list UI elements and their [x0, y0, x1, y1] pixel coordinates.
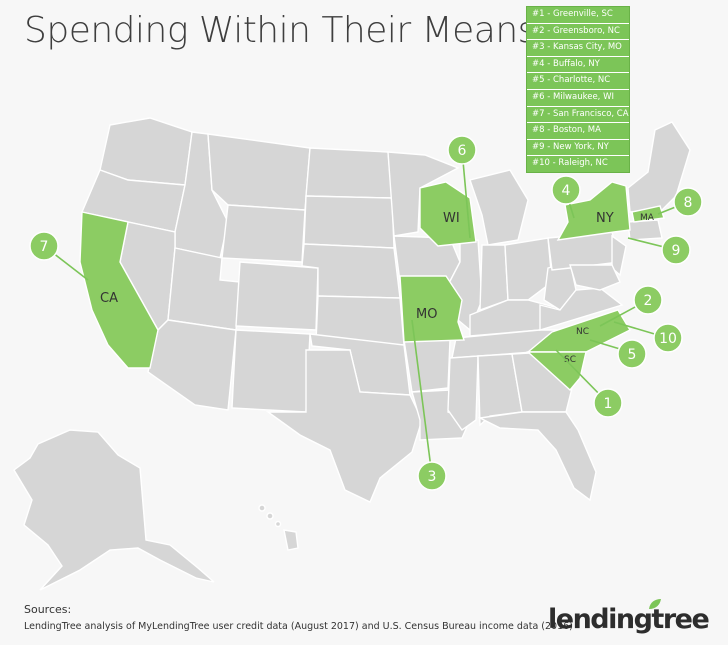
- state-maryland-delaware: [569, 264, 621, 291]
- state-wyoming: [221, 204, 306, 263]
- state-wisconsin: [419, 181, 477, 247]
- state-hawaii: [258, 504, 299, 551]
- state-utah: [167, 247, 241, 331]
- state-new-mexico: [231, 329, 311, 413]
- label-mo: MO: [416, 307, 437, 322]
- marker-5: 5: [617, 339, 647, 369]
- svg-text:9: 9: [672, 243, 681, 259]
- state-north-carolina: [526, 309, 631, 353]
- ranking-legend: #1 - Greenville, SC #2 - Greensboro, NC …: [526, 6, 630, 173]
- state-new-york: [556, 181, 631, 241]
- state-new-jersey: [611, 234, 627, 277]
- state-arkansas: [403, 339, 451, 393]
- svg-text:6: 6: [458, 143, 467, 159]
- marker-3: 3: [417, 461, 447, 491]
- legend-item-8: #8 - Boston, MA: [527, 123, 629, 140]
- legend-item-6: #6 - Milwaukee, WI: [527, 90, 629, 107]
- state-arizona: [147, 319, 237, 411]
- svg-text:2: 2: [644, 293, 653, 309]
- label-ca: CA: [100, 291, 118, 306]
- state-south-carolina: [526, 351, 587, 392]
- state-connecticut-ri: [627, 219, 663, 241]
- state-mississippi: [447, 355, 479, 431]
- label-wi: WI: [443, 211, 460, 226]
- marker-7: 7: [29, 231, 59, 261]
- svg-text:1: 1: [604, 396, 613, 412]
- state-missouri: [399, 275, 465, 343]
- legend-item-5: #5 - Charlotte, NC: [527, 73, 629, 90]
- state-indiana: [479, 244, 509, 312]
- legend-item-3: #3 - Kansas City, MO: [527, 40, 629, 57]
- lendingtree-logo: lendingtree: [548, 604, 710, 635]
- state-south-dakota: [303, 195, 395, 249]
- legend-item-10: #10 - Raleigh, NC: [532, 158, 608, 169]
- label-ny: NY: [596, 211, 614, 226]
- label-nc: NC: [576, 327, 589, 337]
- marker-1: 1: [593, 388, 623, 418]
- label-sc: SC: [564, 355, 576, 365]
- legend-item-7: #7 - San Francisco, CA: [527, 107, 629, 124]
- page-title: Spending Within Their Means: [24, 10, 536, 51]
- marker-6: 6: [447, 135, 477, 165]
- svg-text:8: 8: [684, 195, 693, 211]
- state-alaska: [13, 429, 215, 591]
- svg-text:5: 5: [628, 347, 637, 363]
- marker-2: 2: [633, 285, 663, 315]
- svg-text:4: 4: [562, 183, 571, 199]
- state-north-dakota: [305, 147, 393, 199]
- sources-text: LendingTree analysis of MyLendingTree us…: [24, 621, 573, 632]
- state-florida: [477, 411, 597, 502]
- legend-item-2: #2 - Greensboro, NC: [527, 24, 629, 41]
- svg-text:7: 7: [40, 239, 49, 255]
- state-colorado: [235, 261, 319, 331]
- state-montana: [207, 133, 311, 211]
- base-states: [81, 117, 691, 503]
- state-michigan: [469, 169, 529, 246]
- marker-9: 9: [661, 235, 691, 265]
- legend-item-1: #1 - Greenville, SC: [527, 7, 629, 24]
- state-ohio: [504, 237, 553, 301]
- svg-text:3: 3: [428, 469, 437, 485]
- state-texas: [265, 349, 423, 503]
- marker-8: 8: [673, 187, 703, 217]
- legend-item-9: #9 - New York, NY: [527, 140, 629, 157]
- marker-4: 4: [551, 175, 581, 205]
- sources-heading: Sources:: [24, 603, 72, 616]
- leaf-icon: [649, 599, 661, 609]
- marker-10: 10: [653, 323, 683, 353]
- legend-item-4: #4 - Buffalo, NY: [527, 57, 629, 74]
- state-california: [79, 211, 159, 369]
- svg-text:10: 10: [659, 331, 677, 347]
- state-massachusetts: [631, 205, 665, 223]
- label-ma: MA: [640, 213, 655, 223]
